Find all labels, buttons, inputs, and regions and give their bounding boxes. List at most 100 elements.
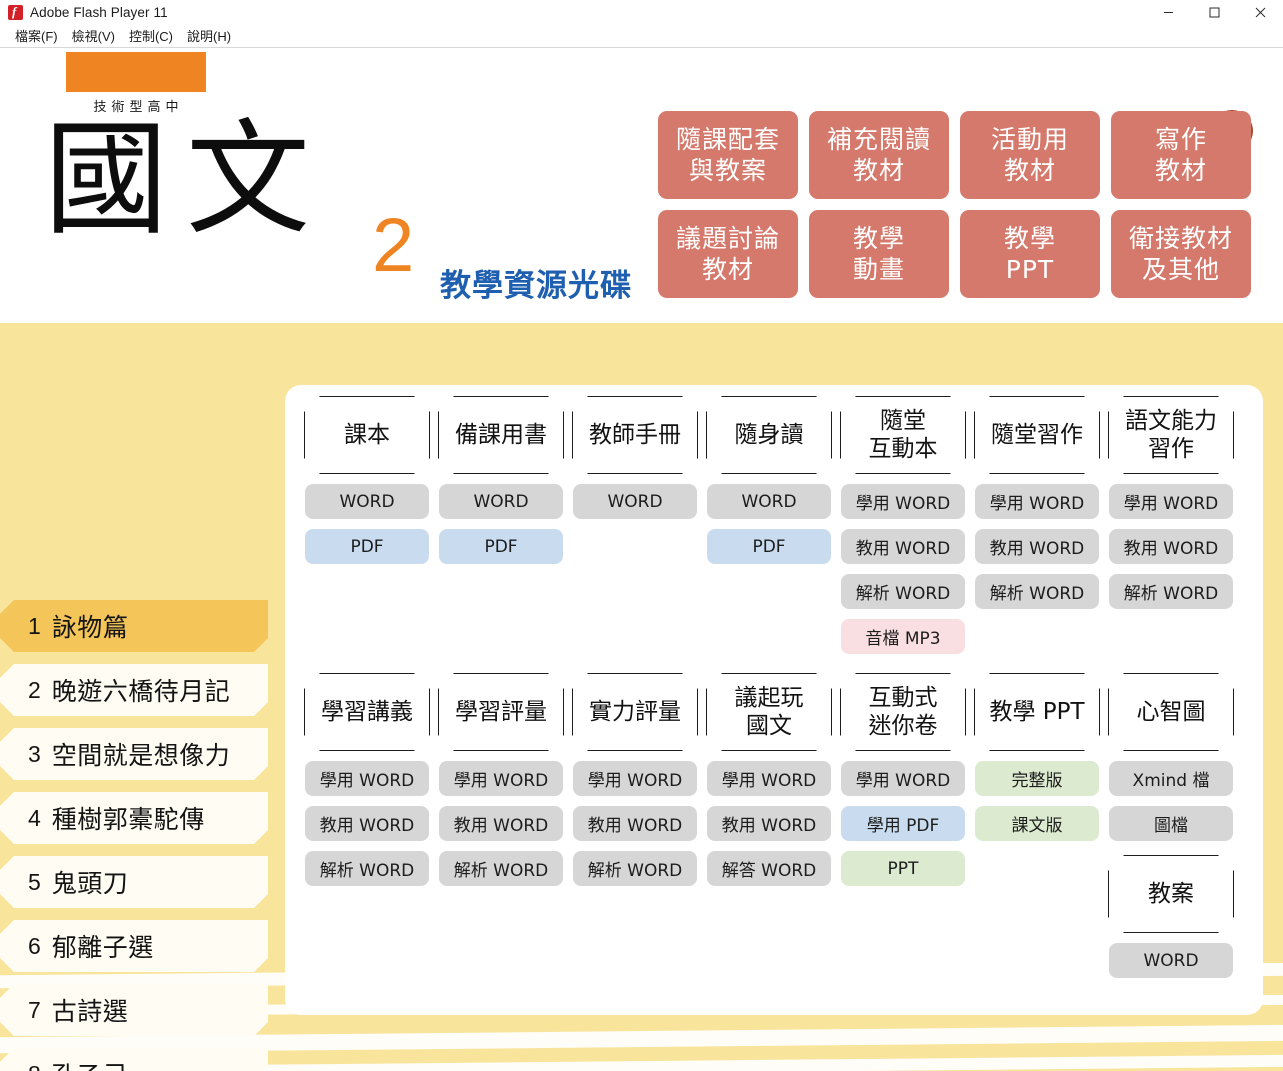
window-close-button[interactable] [1237, 0, 1283, 24]
category-button-4[interactable]: 議題討論 教材 [658, 210, 798, 298]
sidebar-item-label: 古詩選 [51, 997, 129, 1026]
resource-card-title[interactable]: 隨堂 互動本 [840, 396, 966, 474]
resource-chip[interactable]: 學用 WORD [975, 484, 1099, 519]
window-controls [1145, 0, 1283, 24]
resource-chip[interactable]: 完整版 [975, 761, 1099, 796]
resource-card: 議起玩 國文學用 WORD 教用 WORD 解答 WORD [706, 673, 832, 978]
menu-item-0[interactable]: 檔案(F) [15, 29, 58, 44]
sidebar-item-number: 4 [28, 804, 41, 831]
sidebar-item-3[interactable]: 3 空間就是想像力 [0, 728, 268, 780]
resource-card-title[interactable]: 備課用書 [438, 396, 564, 474]
sidebar-item-label: 鬼頭刀 [51, 869, 129, 898]
resource-card: 隨堂 互動本學用 WORD 教用 WORD 解析 WORD 音檔 MP3 [840, 396, 966, 654]
resource-chip[interactable]: 解析 WORD [573, 851, 697, 886]
resource-chip[interactable]: 學用 WORD [439, 761, 563, 796]
resource-chip[interactable]: 教用 WORD [975, 529, 1099, 564]
category-button-2[interactable]: 活動用 教材 [960, 111, 1100, 199]
flash-stage: 技術型高中 國文 2 教學資源光碟 隨課配套 與教案 補充閱讀 教材 活動用 教材寫… [0, 48, 1283, 1071]
resource-card: 教師手冊 WORD [572, 396, 698, 654]
resource-panel: 課本 WORD PDF 備課用書 WORD PDF 教師手冊 WORD 隨身讀 WORD PDF 隨堂… [285, 385, 1263, 1015]
resource-chip[interactable]: 教用 WORD [305, 806, 429, 841]
resource-chip[interactable]: 教用 WORD [841, 529, 965, 564]
resource-chip[interactable]: 教用 WORD [707, 806, 831, 841]
resource-chip[interactable]: 解析 WORD [305, 851, 429, 886]
resource-chip[interactable]: 解析 WORD [841, 574, 965, 609]
resource-chip[interactable]: 學用 WORD [707, 761, 831, 796]
category-button-1[interactable]: 補充閱讀 教材 [809, 111, 949, 199]
resource-chip[interactable]: 學用 WORD [573, 761, 697, 796]
resource-chip[interactable]: 學用 WORD [841, 484, 965, 519]
resource-chip[interactable]: 學用 WORD [1109, 484, 1233, 519]
resource-chip[interactable]: 解析 WORD [975, 574, 1099, 609]
maximize-button[interactable] [1191, 0, 1237, 24]
resource-chip[interactable]: 學用 PDF [841, 806, 965, 841]
resource-card-title[interactable]: 教學 PPT [974, 673, 1100, 751]
category-button-6[interactable]: 教學 PPT [960, 210, 1100, 298]
resource-chip[interactable]: 教用 WORD [439, 806, 563, 841]
resource-card-title[interactable]: 課本 [304, 396, 430, 474]
resource-card-title[interactable]: 學習講義 [304, 673, 430, 751]
resource-chip[interactable]: 音檔 MP3 [841, 619, 965, 654]
resource-chip[interactable]: 教用 WORD [573, 806, 697, 841]
window-title: Adobe Flash Player 11 [30, 4, 168, 20]
resource-chip[interactable]: PDF [305, 529, 429, 564]
sidebar-item-5[interactable]: 5 鬼頭刀 [0, 856, 268, 908]
resource-chip[interactable]: 解析 WORD [1109, 574, 1233, 609]
resource-chip[interactable]: PDF [439, 529, 563, 564]
resource-card-title[interactable]: 學習評量 [438, 673, 564, 751]
sidebar-item-4[interactable]: 4 種樹郭橐駝傳 [0, 792, 268, 844]
category-button-3[interactable]: 寫作 教材 [1111, 111, 1251, 199]
resource-card-title[interactable]: 隨身讀 [706, 396, 832, 474]
resource-card-title[interactable]: 互動式 迷你卷 [840, 673, 966, 751]
resource-chip[interactable]: WORD [573, 484, 697, 519]
sidebar-item-label: 詠物篇 [51, 613, 129, 642]
category-button-grid: 隨課配套 與教案 補充閱讀 教材 活動用 教材 寫作 教材議題討論 教材 教學 動畫 教學… [658, 111, 1264, 298]
resource-card: 隨身讀 WORD PDF [706, 396, 832, 654]
resource-chip[interactable]: WORD [707, 484, 831, 519]
resource-card-title[interactable]: 心智圖 [1108, 673, 1234, 751]
sidebar-item-1[interactable]: 1 詠物篇 [0, 600, 268, 652]
resource-card: 學習講義學用 WORD 教用 WORD 解析 WORD [304, 673, 430, 978]
menu-item-2[interactable]: 控制(C) [128, 29, 173, 44]
resource-chip[interactable]: 圖檔 [1109, 806, 1233, 841]
resource-chip[interactable]: 解答 WORD [707, 851, 831, 886]
resource-chip[interactable]: WORD [439, 484, 563, 519]
resource-chip[interactable]: 教用 WORD [1109, 529, 1233, 564]
sidebar-item-7[interactable]: 7 古詩選 [0, 984, 268, 1036]
sidebar-item-8[interactable]: 8 孔乙己 [0, 1048, 268, 1071]
minimize-button[interactable] [1145, 0, 1191, 24]
sidebar-item-label: 種樹郭橐駝傳 [51, 805, 205, 834]
body-background: 1 詠物篇 2 晚遊六橋待月記 3 空間就是想像力 4 種樹郭橐駝傳 5 鬼頭刀 6 郁離子選 7 古詩選… [0, 323, 1283, 1071]
menu-item-3[interactable]: 說明(H) [187, 29, 232, 44]
sidebar-item-number: 6 [28, 932, 41, 959]
lesson-sidebar: 1 詠物篇 2 晚遊六橋待月記 3 空間就是想像力 4 種樹郭橐駝傳 5 鬼頭刀 6 郁離子選 7 古詩選… [0, 600, 278, 1071]
resource-card-title[interactable]: 議起玩 國文 [706, 673, 832, 751]
resource-subcard-title[interactable]: 教案 [1108, 855, 1234, 933]
resource-card: 心智圖 Xmind 檔圖檔教案 WORD [1108, 673, 1234, 978]
title-bar: Adobe Flash Player 11 [0, 0, 1283, 24]
menu-item-1[interactable]: 檢視(V) [71, 29, 115, 44]
resource-card-title[interactable]: 隨堂習作 [974, 396, 1100, 474]
resource-chip[interactable]: PDF [707, 529, 831, 564]
resource-card-title[interactable]: 實力評量 [572, 673, 698, 751]
resource-chip[interactable]: 解析 WORD [439, 851, 563, 886]
category-button-0[interactable]: 隨課配套 與教案 [658, 111, 798, 199]
resource-card-title[interactable]: 教師手冊 [572, 396, 698, 474]
resource-chip[interactable]: PPT [841, 851, 965, 886]
resource-chip[interactable]: 課文版 [975, 806, 1099, 841]
resource-card: 實力評量學用 WORD 教用 WORD 解析 WORD [572, 673, 698, 978]
category-button-5[interactable]: 教學 動畫 [809, 210, 949, 298]
sidebar-item-6[interactable]: 6 郁離子選 [0, 920, 268, 972]
resource-chip[interactable]: WORD [305, 484, 429, 519]
sidebar-item-label: 郁離子選 [51, 933, 154, 962]
resource-chip[interactable]: Xmind 檔 [1109, 761, 1233, 796]
category-button-7[interactable]: 衛接教材 及其他 [1111, 210, 1251, 298]
resource-chip[interactable]: 學用 WORD [305, 761, 429, 796]
resource-card-title[interactable]: 語文能力 習作 [1108, 396, 1234, 474]
resource-chip[interactable]: 學用 WORD [841, 761, 965, 796]
resource-card: 課本 WORD PDF [304, 396, 430, 654]
resource-card: 語文能力 習作學用 WORD 教用 WORD 解析 WORD [1108, 396, 1234, 654]
sidebar-item-2[interactable]: 2 晚遊六橋待月記 [0, 664, 268, 716]
resource-chip[interactable]: WORD [1109, 943, 1233, 978]
